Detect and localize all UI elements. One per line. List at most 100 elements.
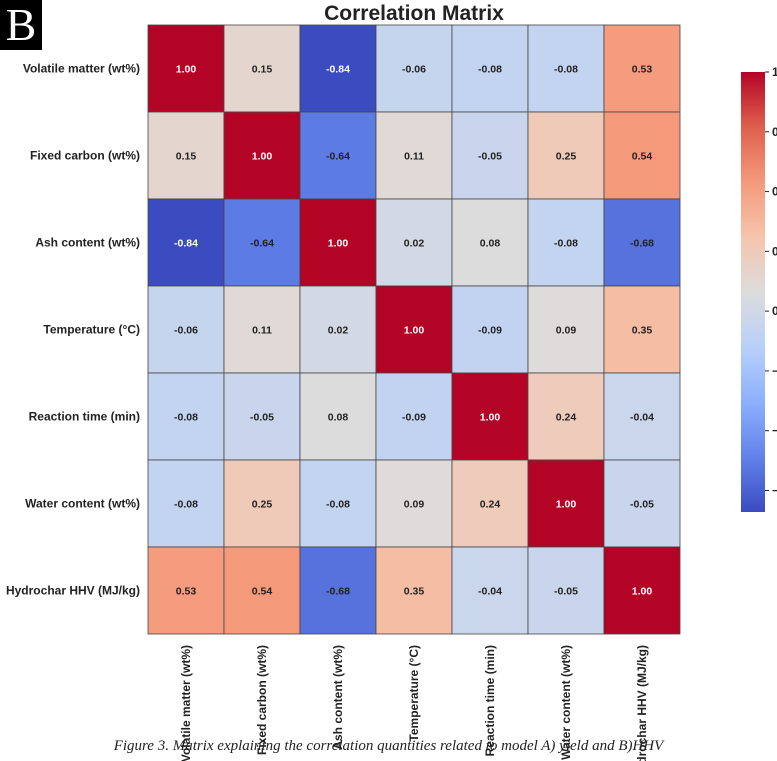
- heatmap-cell: [223, 285, 301, 374]
- cell-value-label: 1.00: [632, 586, 653, 598]
- cell-value-label: 1.00: [328, 238, 349, 250]
- x-tick-label: Volatile matter (wt%): [179, 645, 193, 761]
- y-tick-label: Reaction time (min): [29, 410, 140, 424]
- colorbar-tick-label: 1.00: [772, 65, 777, 79]
- cell-value-label: -0.08: [174, 499, 198, 511]
- cell-value-label: 0.24: [480, 499, 501, 511]
- heatmap-cell: [223, 24, 301, 113]
- cell-value-label: 1.00: [404, 325, 425, 337]
- cell-value-label: -0.68: [326, 586, 350, 598]
- heatmap-cell: [375, 459, 453, 548]
- heatmap-cell: [451, 459, 529, 548]
- heatmap-cell: [375, 111, 453, 200]
- cell-value-label: 0.02: [328, 325, 349, 337]
- colorbar-tick-label: 0.25: [772, 244, 777, 258]
- cell-value-label: 0.11: [404, 151, 424, 163]
- x-tick-label: Fixed carbon (wt%): [255, 645, 269, 755]
- heatmap-cell: [603, 285, 681, 374]
- y-tick-label: Water content (wt%): [25, 497, 140, 511]
- heatmap-cell: [451, 111, 529, 200]
- cell-value-label: -0.06: [402, 64, 426, 76]
- heatmap-cell: [451, 198, 529, 287]
- chart-title: Correlation Matrix: [324, 2, 504, 25]
- cell-value-label: -0.09: [478, 325, 502, 337]
- cell-value-label: -0.05: [250, 412, 274, 424]
- heatmap-cell: [375, 285, 453, 374]
- heatmap-cell: [147, 111, 225, 200]
- heatmap-cell: [375, 198, 453, 287]
- x-tick-label: Hydrochar HHV (MJ/kg): [635, 645, 649, 761]
- cell-value-label: -0.08: [554, 238, 578, 250]
- heatmap-cell: [147, 546, 225, 635]
- y-tick-label: Hydrochar HHV (MJ/kg): [6, 584, 140, 598]
- cell-value-label: -0.64: [250, 238, 274, 250]
- heatmap-cell: [147, 459, 225, 548]
- panel-label: B: [0, 0, 42, 50]
- cell-value-label: 0.11: [252, 325, 272, 337]
- heatmap-cell: [223, 459, 301, 548]
- cell-value-label: 0.15: [252, 64, 273, 76]
- heatmap-cell: [299, 459, 377, 548]
- heatmap-cell: [299, 198, 377, 287]
- cell-value-label: 1.00: [480, 412, 501, 424]
- y-tick-label: Volatile matter (wt%): [23, 62, 140, 76]
- cell-value-label: 0.15: [176, 151, 197, 163]
- cell-value-label: -0.04: [630, 412, 654, 424]
- heatmap-cell: [223, 372, 301, 461]
- cell-value-label: -0.05: [478, 151, 502, 163]
- cell-value-label: -0.64: [326, 151, 350, 163]
- cell-value-label: 0.53: [176, 586, 197, 598]
- cell-value-label: 0.09: [556, 325, 577, 337]
- x-tick-label: Temperature (°C): [407, 645, 421, 742]
- cell-value-label: -0.05: [554, 586, 578, 598]
- cell-value-label: 1.00: [252, 151, 273, 163]
- cell-value-label: 0.53: [632, 64, 653, 76]
- colorbar-tick-label: −0.50: [772, 424, 777, 438]
- heatmap-cell: [527, 198, 605, 287]
- heatmap-cell: [527, 111, 605, 200]
- cell-value-label: 0.54: [632, 151, 653, 163]
- cell-value-label: 0.02: [404, 238, 425, 250]
- y-tick-label: Fixed carbon (wt%): [30, 149, 140, 163]
- heatmap-cell: [299, 372, 377, 461]
- cell-value-label: 0.54: [252, 586, 273, 598]
- cell-value-label: -0.08: [326, 499, 350, 511]
- cell-value-label: -0.04: [478, 586, 502, 598]
- colorbar-tick-label: 0.75: [772, 125, 777, 139]
- x-tick-label: Water content (wt%): [559, 645, 573, 760]
- heatmap-cell: [147, 198, 225, 287]
- cell-value-label: 1.00: [556, 499, 577, 511]
- cell-value-label: 0.08: [480, 238, 501, 250]
- cell-value-label: -0.08: [554, 64, 578, 76]
- heatmap-cell: [223, 111, 301, 200]
- heatmap-cell: [299, 111, 377, 200]
- heatmap-cell: [451, 546, 529, 635]
- cell-value-label: 0.24: [556, 412, 577, 424]
- heatmap-cell: [299, 24, 377, 113]
- heatmap-cell: [375, 546, 453, 635]
- y-tick-label: Temperature (°C): [43, 323, 140, 337]
- heatmap-cell: [603, 546, 681, 635]
- figure-caption: Figure 3. Matrix explaining the correlat…: [113, 738, 664, 754]
- cell-value-label: -0.06: [174, 325, 198, 337]
- heatmap-cell: [603, 459, 681, 548]
- heatmap-cell: [527, 285, 605, 374]
- cell-value-label: -0.09: [402, 412, 426, 424]
- heatmap-cell: [527, 459, 605, 548]
- x-tick-label: Reaction time (min): [483, 645, 497, 756]
- cell-value-label: 0.09: [404, 499, 425, 511]
- cell-value-label: -0.08: [174, 412, 198, 424]
- heatmap-cell: [451, 24, 529, 113]
- colorbar-tick-label: −0.75: [772, 483, 777, 497]
- y-tick-label: Ash content (wt%): [35, 236, 140, 250]
- heatmap-cell: [527, 24, 605, 113]
- colorbar-tick-label: −0.25: [772, 364, 777, 378]
- cell-value-label: -0.68: [630, 238, 654, 250]
- cell-value-label: 1.00: [176, 64, 197, 76]
- x-tick-label: Ash content (wt%): [331, 645, 345, 750]
- cell-value-label: 0.35: [404, 586, 425, 598]
- heatmap-cell: [451, 372, 529, 461]
- colorbar-tick-label: 0.50: [772, 185, 777, 199]
